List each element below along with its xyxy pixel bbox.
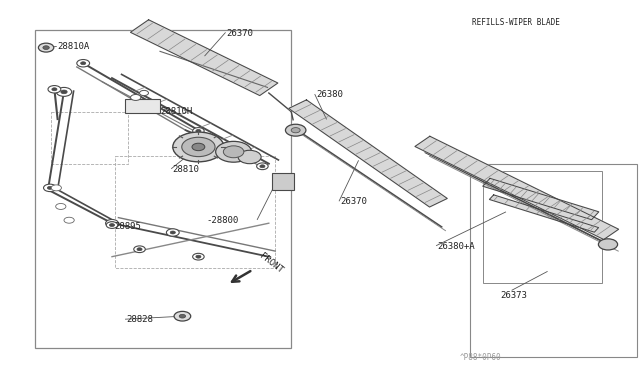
Circle shape	[179, 314, 186, 318]
Bar	[125, 99, 160, 113]
Circle shape	[140, 90, 148, 96]
Text: REFILLS-WIPER BLADE: REFILLS-WIPER BLADE	[472, 18, 560, 27]
Circle shape	[166, 229, 179, 236]
Circle shape	[260, 165, 265, 168]
Text: 26370: 26370	[227, 29, 253, 38]
Circle shape	[51, 185, 61, 191]
Circle shape	[193, 253, 204, 260]
Circle shape	[56, 203, 66, 209]
Text: -28800: -28800	[206, 216, 238, 225]
Polygon shape	[131, 20, 278, 96]
Text: 28895: 28895	[114, 222, 141, 231]
Circle shape	[47, 186, 52, 189]
Text: 28810H: 28810H	[160, 107, 192, 116]
Circle shape	[131, 94, 141, 100]
Text: 26380: 26380	[316, 90, 343, 99]
Circle shape	[38, 43, 54, 52]
Bar	[35, 30, 291, 348]
Circle shape	[223, 146, 244, 158]
Circle shape	[182, 137, 215, 157]
Circle shape	[109, 222, 115, 225]
Circle shape	[134, 246, 145, 253]
Text: 28810: 28810	[173, 165, 200, 174]
Bar	[483, 171, 602, 283]
Circle shape	[48, 86, 61, 93]
Circle shape	[192, 143, 205, 151]
Bar	[272, 173, 294, 190]
Text: 26380+A: 26380+A	[438, 242, 476, 251]
Circle shape	[196, 129, 201, 132]
Polygon shape	[483, 178, 599, 220]
Circle shape	[106, 222, 118, 228]
Text: 28828: 28828	[127, 315, 154, 324]
Text: 26370: 26370	[340, 197, 367, 206]
Text: 26373: 26373	[500, 291, 527, 300]
Circle shape	[44, 184, 56, 192]
Circle shape	[64, 217, 74, 223]
Circle shape	[56, 87, 72, 96]
Circle shape	[77, 60, 90, 67]
Circle shape	[173, 132, 224, 162]
Circle shape	[43, 46, 49, 49]
Polygon shape	[490, 195, 598, 232]
Circle shape	[216, 141, 252, 162]
Circle shape	[193, 128, 204, 134]
Circle shape	[291, 128, 300, 133]
Circle shape	[109, 224, 115, 227]
Circle shape	[196, 255, 201, 258]
Circle shape	[81, 62, 86, 65]
Circle shape	[170, 231, 175, 234]
Circle shape	[285, 124, 306, 136]
Circle shape	[238, 150, 261, 164]
Circle shape	[598, 239, 618, 250]
Circle shape	[52, 88, 57, 91]
Circle shape	[174, 311, 191, 321]
Circle shape	[106, 219, 118, 227]
Text: FRONT: FRONT	[257, 251, 284, 275]
Polygon shape	[289, 100, 447, 207]
Bar	[470, 164, 637, 357]
Polygon shape	[415, 136, 619, 240]
Circle shape	[137, 248, 142, 251]
Circle shape	[61, 90, 67, 94]
Circle shape	[257, 163, 268, 170]
Text: 28810A: 28810A	[58, 42, 90, 51]
Text: ^P88*0P60: ^P88*0P60	[460, 353, 501, 362]
